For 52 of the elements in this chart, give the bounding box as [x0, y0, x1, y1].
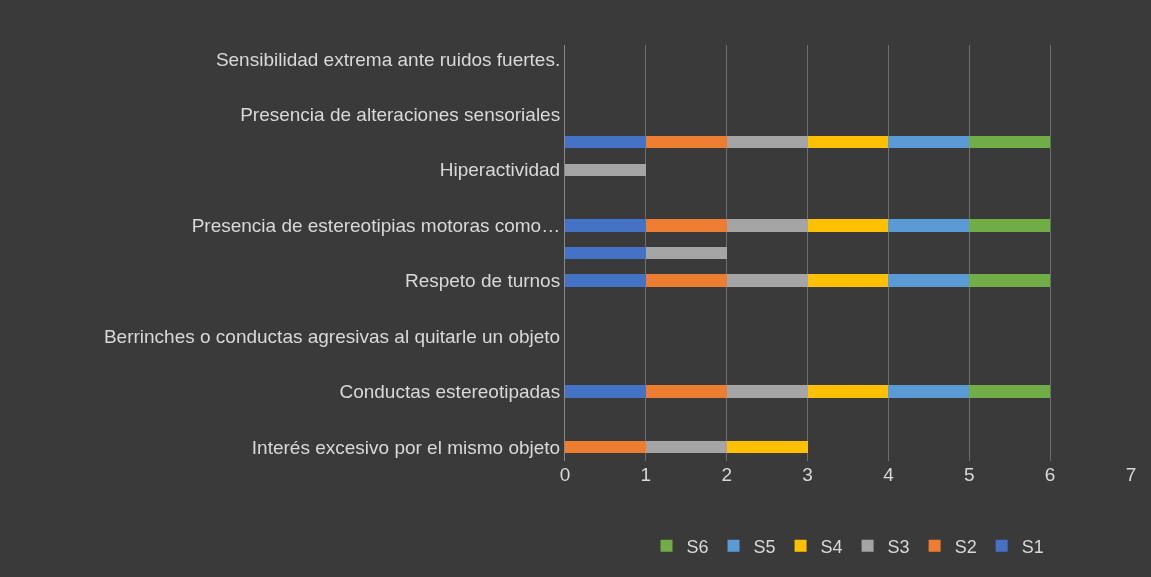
legend-label: S6: [686, 536, 709, 557]
bar: [645, 246, 727, 260]
bar: [888, 219, 970, 232]
x-tick-label: 1: [640, 464, 652, 485]
bar: [726, 219, 808, 232]
y-tick-label: Conductas estereotipadas: [339, 381, 561, 403]
y-tick-label: Presencia de alteraciones sensoriales: [240, 103, 561, 125]
x-tick-label: 4: [883, 464, 895, 485]
legend-label: S1: [1021, 536, 1044, 557]
legend-label: S3: [887, 536, 910, 557]
bar: [807, 274, 889, 287]
bar: [969, 135, 1051, 149]
x-tick-label: 0: [559, 464, 571, 485]
x-tick-label: 5: [964, 464, 975, 485]
x-tick-label: 6: [1044, 464, 1056, 485]
bar: [565, 135, 646, 149]
bar: [969, 274, 1051, 287]
bar: [807, 219, 889, 232]
legend-label: S5: [753, 536, 776, 557]
bar: [888, 135, 970, 149]
y-tick-label: Sensibilidad extrema ante ruidos fuertes.: [215, 48, 561, 70]
y-tick-label: Presencia de estereotipias motoras como…: [191, 214, 561, 236]
bar: [726, 440, 808, 454]
bar: [807, 135, 889, 149]
bar: [645, 135, 727, 149]
bar: [969, 385, 1051, 398]
bar: [565, 246, 646, 260]
x-tick-label: 7: [1125, 464, 1137, 485]
x-tick-label: 3: [802, 464, 813, 485]
bar: [645, 385, 727, 398]
legend-label: S2: [954, 536, 977, 557]
y-tick-label: Interés excesivo por el mismo objeto: [251, 436, 561, 458]
bar: [645, 440, 727, 454]
bar: [565, 385, 646, 398]
bar: [565, 440, 646, 454]
y-tick-label: Respeto de turnos: [404, 270, 561, 292]
bar: [807, 385, 889, 398]
bar: [645, 219, 727, 232]
bar: [565, 274, 646, 287]
y-tick-label: Berrinches o conductas agresivas al quitarle un objeto: [103, 325, 561, 347]
bar: [565, 163, 646, 177]
bar: [565, 219, 646, 232]
bar: [969, 219, 1051, 232]
legend-label: S4: [820, 536, 843, 557]
bar: [888, 274, 970, 287]
bar: [645, 274, 727, 287]
bar: [888, 385, 970, 398]
bar: [726, 135, 808, 149]
bar: [726, 385, 808, 398]
bar: [726, 274, 808, 287]
y-tick-label: Hiperactividad: [439, 159, 561, 181]
x-tick-label: 2: [721, 464, 732, 485]
